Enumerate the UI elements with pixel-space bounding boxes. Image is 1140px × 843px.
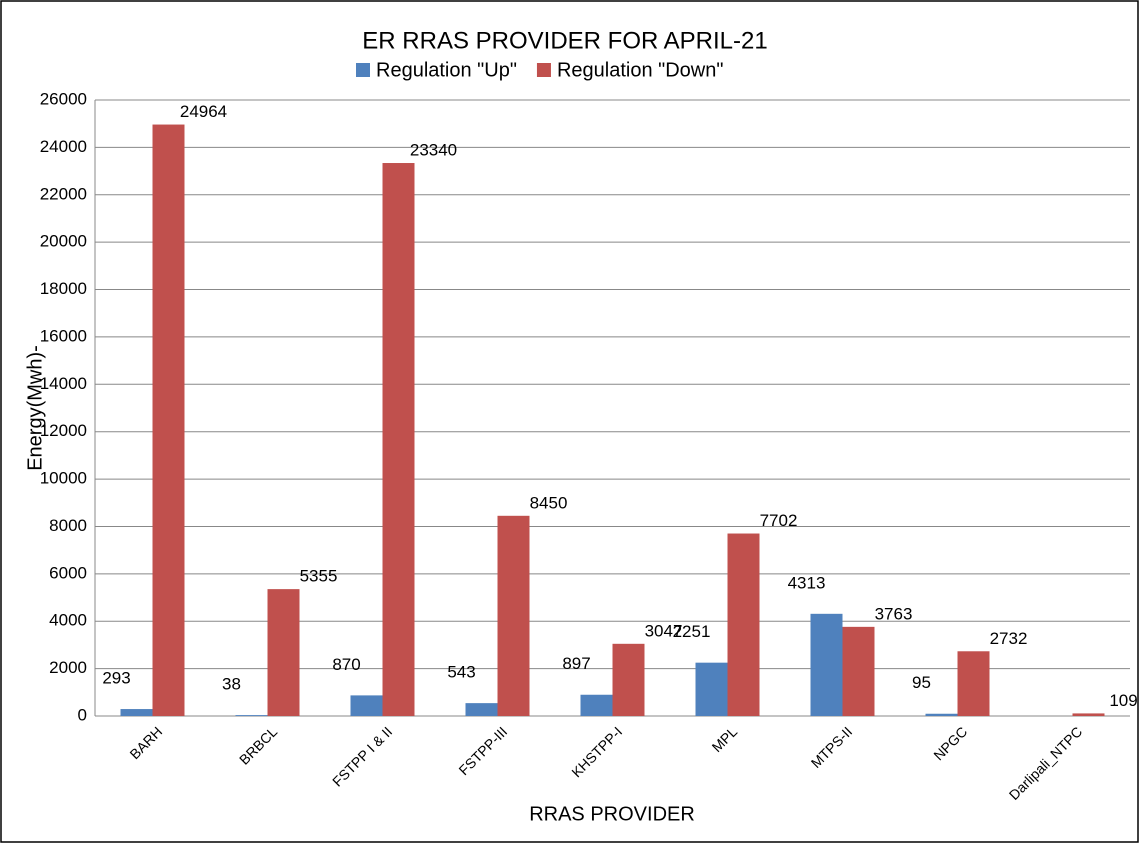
y-tick-label: 8000 (49, 516, 87, 535)
data-label: 38 (222, 675, 241, 694)
y-tick-label: 2000 (49, 658, 87, 677)
bar (120, 709, 153, 716)
y-tick-label: 20000 (40, 232, 87, 251)
y-tick-label: 12000 (40, 421, 87, 440)
bar (465, 703, 498, 716)
bar (497, 515, 530, 716)
y-tick-label: 10000 (40, 469, 87, 488)
y-tick-label: 6000 (49, 563, 87, 582)
legend-swatch (536, 63, 551, 77)
data-label: 543 (447, 663, 475, 682)
data-label: 23340 (410, 141, 457, 160)
y-tick-label: 24000 (40, 137, 87, 156)
bar (810, 613, 843, 716)
chart-title: ER RRAS PROVIDER FOR APRIL-21 (362, 27, 767, 54)
data-label: 293 (102, 669, 130, 688)
legend-swatch (356, 63, 370, 77)
y-tick-label: 16000 (40, 326, 87, 345)
y-tick-label: 22000 (40, 184, 87, 203)
data-label: 2251 (673, 622, 711, 641)
bar (727, 533, 760, 716)
legend-label: Regulation "Up" (376, 59, 517, 81)
bar (382, 163, 415, 716)
bar (612, 643, 645, 716)
data-label: 5355 (300, 567, 338, 586)
data-label: 109 (1109, 691, 1137, 710)
y-tick-label: 18000 (40, 279, 87, 298)
data-label: 8450 (530, 493, 568, 512)
data-label: 2732 (990, 629, 1028, 648)
bar (235, 715, 268, 716)
data-label: 897 (562, 654, 590, 673)
bar (695, 662, 728, 716)
y-tick-label: 4000 (49, 611, 87, 630)
legend-label: Regulation "Down" (557, 59, 724, 81)
x-axis-title: RRAS PROVIDER (529, 803, 695, 825)
data-label: 3763 (875, 604, 913, 623)
data-label: 3047 (645, 621, 683, 640)
data-label: 7702 (760, 511, 798, 530)
y-tick-label: 14000 (40, 374, 87, 393)
y-tick-label: 26000 (40, 89, 87, 108)
bar (267, 589, 300, 716)
y-axis-title: Energy(Mwh)- (24, 345, 46, 471)
bar (350, 695, 383, 716)
bar (842, 626, 875, 716)
bar (925, 713, 958, 716)
data-label: 24964 (180, 102, 227, 121)
data-label: 4313 (788, 573, 826, 592)
bar (957, 651, 990, 716)
bar (580, 694, 613, 716)
data-label: 870 (332, 655, 360, 674)
bar (152, 124, 185, 716)
y-tick-label: 0 (78, 705, 87, 724)
bar (1072, 713, 1105, 716)
data-label: 95 (912, 673, 931, 692)
